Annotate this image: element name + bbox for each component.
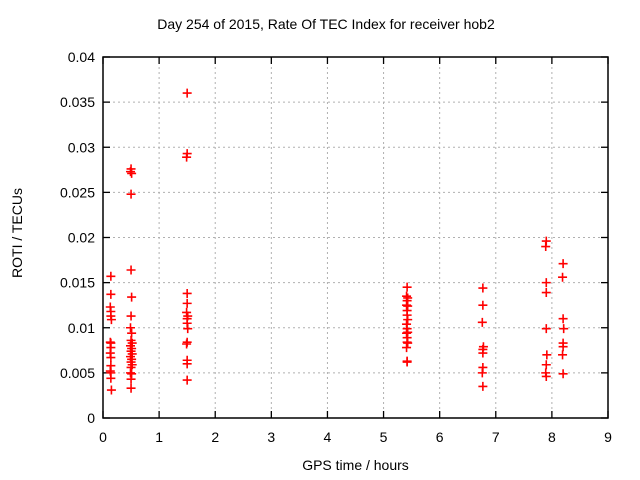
y-tick-label: 0.005 [60, 365, 95, 381]
data-point [558, 259, 568, 269]
y-tick-label: 0 [87, 410, 95, 426]
x-tick-label: 2 [211, 429, 219, 445]
data-point [182, 88, 192, 98]
x-axis-title: GPS time / hours [302, 457, 409, 473]
data-point [478, 381, 488, 391]
data-point [182, 359, 192, 369]
data-point [478, 348, 488, 358]
data-point [182, 339, 192, 349]
y-axis-title: ROTI / TECUs [9, 188, 25, 278]
x-tick-label: 4 [324, 429, 332, 445]
data-point [402, 343, 412, 353]
y-tick-label: 0.03 [68, 139, 95, 155]
x-tick-label: 7 [492, 429, 500, 445]
data-point [125, 167, 135, 177]
data-point [541, 242, 551, 252]
data-point [182, 375, 192, 385]
data-point [106, 271, 116, 281]
data-point [125, 323, 135, 333]
data-point [541, 324, 551, 334]
data-point [106, 353, 116, 363]
data-point [127, 292, 137, 302]
x-tick-label: 3 [267, 429, 275, 445]
data-point [182, 288, 192, 298]
x-tick-label: 1 [155, 429, 163, 445]
x-tick-label: 8 [548, 429, 556, 445]
x-tick-label: 0 [99, 429, 107, 445]
data-point [126, 311, 136, 321]
data-point [541, 278, 551, 288]
data-point [126, 265, 136, 275]
data-point [541, 371, 551, 381]
data-point [183, 324, 193, 334]
chart-title: Day 254 of 2015, Rate Of TEC Index for r… [157, 16, 495, 32]
data-point [541, 288, 551, 298]
y-tick-label: 0.01 [68, 320, 95, 336]
data-point [478, 300, 488, 310]
x-tick-label: 6 [436, 429, 444, 445]
y-tick-label: 0.035 [60, 94, 95, 110]
data-point [106, 373, 116, 383]
data-point [403, 338, 413, 348]
data-point [558, 342, 568, 352]
data-point [126, 189, 136, 199]
y-tick-label: 0.015 [60, 275, 95, 291]
data-point [477, 317, 487, 327]
data-point [402, 282, 412, 292]
data-point [106, 289, 116, 299]
data-point [542, 350, 552, 360]
data-point [402, 357, 412, 367]
data-point [478, 283, 488, 293]
data-point [477, 368, 487, 378]
data-point [559, 324, 569, 334]
data-point [403, 315, 413, 325]
data-point [558, 272, 568, 282]
data-point [182, 152, 192, 162]
data-point [558, 350, 568, 360]
x-tick-label: 9 [604, 429, 612, 445]
data-point [106, 315, 116, 325]
data-point [182, 298, 192, 308]
data-point [541, 360, 551, 370]
data-point [558, 314, 568, 324]
x-tick-label: 5 [380, 429, 388, 445]
y-tick-label: 0.02 [68, 230, 95, 246]
y-tick-label: 0.04 [68, 49, 95, 65]
y-tick-label: 0.025 [60, 184, 95, 200]
data-point [126, 383, 136, 393]
data-point [127, 168, 137, 178]
data-point [126, 374, 136, 384]
data-point [558, 369, 568, 379]
data-point [106, 385, 116, 395]
